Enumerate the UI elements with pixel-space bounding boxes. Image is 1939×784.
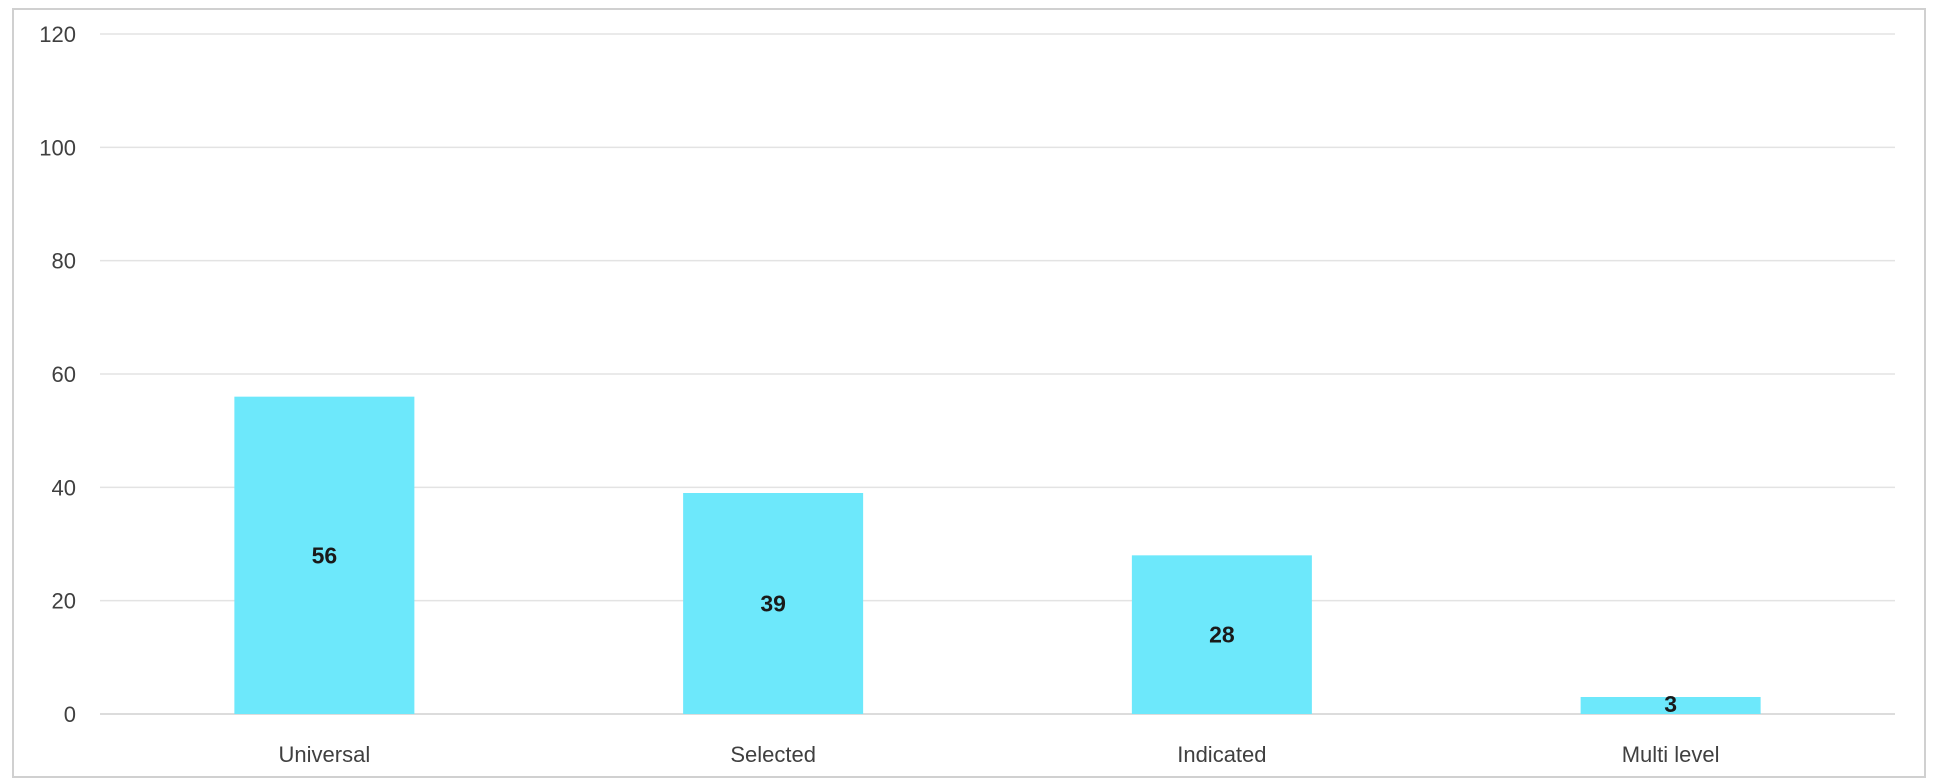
x-tick-label: Multi level [1622, 742, 1720, 767]
y-tick-label: 60 [52, 362, 76, 387]
data-label: 39 [760, 591, 786, 617]
x-axis-category-labels: Universal Selected Indicated Multi level [279, 742, 1720, 767]
data-labels: 56 39 28 3 [312, 542, 1677, 717]
data-label: 56 [312, 542, 338, 568]
bar [1131, 555, 1312, 714]
bar [1580, 697, 1761, 714]
y-tick-label: 80 [52, 249, 76, 274]
y-axis-tick-labels: 0 20 40 60 80 100 120 [39, 22, 76, 727]
bar [234, 396, 415, 714]
y-tick-label: 120 [39, 22, 76, 47]
data-label: 3 [1664, 691, 1677, 717]
y-tick-label: 100 [39, 135, 76, 160]
x-tick-label: Indicated [1177, 742, 1266, 767]
y-tick-label: 0 [64, 702, 76, 727]
bar [683, 493, 864, 714]
data-label: 28 [1209, 622, 1235, 648]
y-tick-label: 40 [52, 475, 76, 500]
y-tick-label: 20 [52, 589, 76, 614]
x-tick-label: Universal [279, 742, 371, 767]
x-tick-label: Selected [730, 742, 816, 767]
bars [234, 396, 1761, 714]
